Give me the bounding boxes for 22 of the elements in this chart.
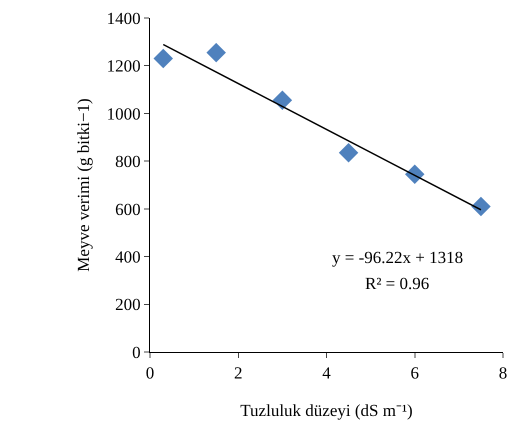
x-tick-label: 8 [498,363,508,382]
point [153,48,173,68]
annotation: y = -96.22x + 1318 [332,248,464,267]
y-tick-label: 200 [115,295,141,314]
x-tick-label: 0 [146,363,154,382]
x-tick-label: 6 [410,363,419,382]
y-tick-label: 0 [132,342,141,362]
annotation: R² = 0.96 [365,274,430,293]
y-axis-title: Meyve verimi (g bitki−1) [74,98,94,272]
y-tick-label: 600 [115,200,141,219]
y-tick-label: 1200 [106,56,141,76]
point [272,90,292,110]
y-tick-label: 800 [115,152,141,172]
point [471,196,491,216]
point [338,143,358,163]
x-axis-title: Tuzluluk düzeyi (dS m⁻¹) [240,400,413,420]
y-tick-label: 1400 [106,8,141,28]
x-tick-label: 2 [234,363,242,382]
y-tick-label: 1000 [106,104,141,124]
point [206,42,226,62]
x-tick-label: 4 [322,363,332,382]
y-tick-label: 400 [115,248,141,267]
